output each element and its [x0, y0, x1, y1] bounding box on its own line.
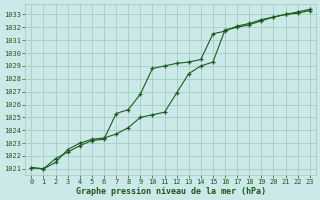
X-axis label: Graphe pression niveau de la mer (hPa): Graphe pression niveau de la mer (hPa): [76, 187, 266, 196]
